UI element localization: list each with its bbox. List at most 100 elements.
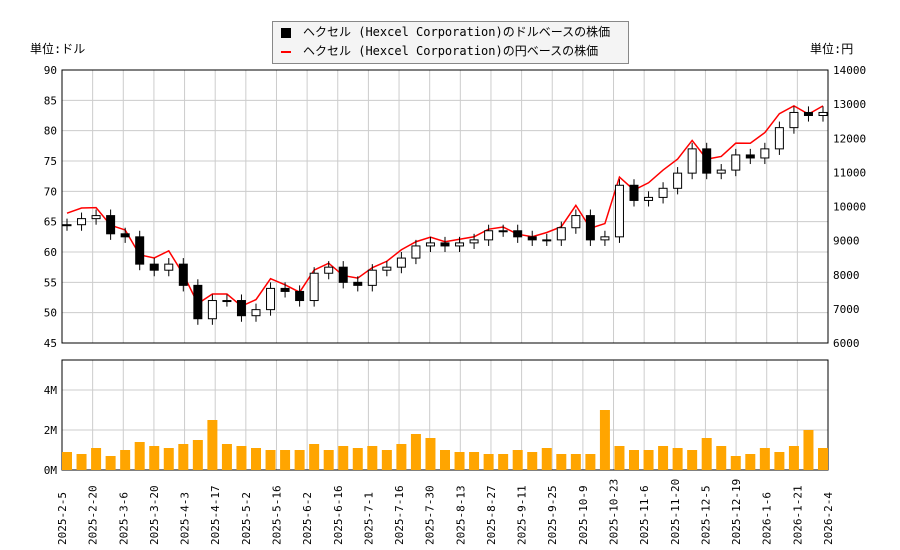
- volume-bar: [236, 446, 247, 470]
- volume-bar: [323, 450, 334, 470]
- candle-body: [760, 148, 770, 159]
- candle-body: [207, 300, 217, 320]
- candle-body: [455, 242, 465, 247]
- volume-bar: [629, 450, 639, 470]
- legend-usd: ヘクセル (Hexcel Corporation)のドルベースの株価: [273, 22, 628, 41]
- x-tick-label: 2025-7-1: [362, 492, 375, 545]
- y-tick-label-left: 80: [44, 125, 57, 138]
- x-tick-label: 2025-4-17: [209, 485, 222, 545]
- candle-body: [789, 111, 799, 129]
- volume-bar: [512, 450, 523, 470]
- candle-body: [469, 239, 479, 244]
- x-tick-label: 2025-7-16: [393, 485, 406, 545]
- candle-body: [513, 230, 523, 238]
- x-tick-label: 2025-3-20: [148, 485, 161, 545]
- volume-bar: [192, 440, 203, 470]
- volume-bar: [207, 420, 218, 470]
- volume-bar: [352, 448, 363, 470]
- candle-body: [164, 263, 174, 271]
- volume-bar: [541, 448, 552, 470]
- volume-bar: [818, 448, 828, 470]
- y-tick-label-left: 90: [44, 64, 57, 77]
- volume-bar: [120, 450, 131, 470]
- candle-body: [135, 236, 145, 265]
- volume-bar: [338, 446, 349, 470]
- x-tick-label: 2025-2-5: [56, 492, 69, 545]
- volume-bar: [701, 438, 712, 470]
- volume-bar: [280, 450, 291, 470]
- x-tick-label: 2025-6-16: [332, 485, 345, 545]
- legend-usd-label: ヘクセル (Hexcel Corporation)のドルベースの株価: [303, 25, 611, 39]
- candle-body: [309, 272, 319, 302]
- volume-tick-label: 2M: [44, 424, 58, 437]
- candle-body: [62, 224, 72, 227]
- red-line-icon: [281, 50, 291, 53]
- volume-bar: [774, 452, 785, 470]
- left-unit-label: 単位:ドル: [30, 42, 86, 56]
- volume-bar: [556, 454, 567, 470]
- volume-bar: [788, 446, 799, 470]
- y-tick-label-right: 12000: [833, 132, 866, 145]
- volume-bar: [498, 454, 509, 470]
- candle-body: [614, 184, 624, 238]
- candle-body: [731, 154, 741, 171]
- volume-bar: [367, 446, 378, 470]
- volume-bar: [396, 444, 407, 470]
- volume-bar: [149, 446, 160, 470]
- y-tick-label-right: 9000: [833, 235, 860, 248]
- candle-body: [120, 233, 130, 238]
- candle-body: [236, 300, 246, 317]
- volume-bar: [91, 448, 102, 470]
- candle-body: [629, 184, 639, 201]
- candle-body: [571, 215, 581, 229]
- candle-body: [178, 263, 188, 286]
- candle-body: [498, 230, 508, 233]
- y-tick-label-left: 75: [44, 155, 57, 168]
- candle-body: [527, 236, 537, 241]
- candle-body: [251, 309, 261, 317]
- volume-bar: [759, 448, 770, 470]
- x-tick-label: 2025-6-2: [301, 492, 314, 545]
- volume-bar: [585, 454, 596, 470]
- volume-bar: [672, 448, 683, 470]
- volume-bar: [658, 446, 669, 470]
- y-tick-label-right: 11000: [833, 166, 866, 179]
- volume-bar: [265, 450, 276, 470]
- volume-bar: [76, 454, 87, 470]
- candle-body: [774, 127, 784, 150]
- x-tick-label: 2025-3-6: [117, 492, 130, 545]
- x-tick-label: 2025-12-19: [730, 479, 743, 545]
- y-tick-label-left: 70: [44, 185, 57, 198]
- y-tick-label-left: 60: [44, 246, 57, 259]
- legend-jpy: ヘクセル (Hexcel Corporation)の円ベースの株価: [273, 41, 628, 60]
- candle-body: [266, 287, 276, 311]
- x-tick-label: 2025-2-20: [87, 485, 100, 545]
- x-tick-label: 2025-12-5: [699, 485, 712, 545]
- y-tick-label-right: 10000: [833, 201, 866, 214]
- candle-body: [542, 239, 552, 242]
- volume-bar: [381, 450, 392, 470]
- volume-bar: [454, 452, 465, 470]
- y-tick-label-left: 50: [44, 307, 57, 320]
- candle-body: [600, 236, 610, 241]
- volume-tick-label: 4M: [44, 384, 58, 397]
- x-tick-label: 2025-5-16: [270, 485, 283, 545]
- candle-body: [106, 215, 116, 235]
- volume-bar: [105, 456, 116, 470]
- volume-bar: [643, 450, 654, 470]
- candle-body: [411, 245, 421, 259]
- y-tick-label-right: 8000: [833, 269, 860, 282]
- candle-body: [585, 215, 595, 241]
- candle-body: [396, 257, 406, 268]
- x-tick-label: 2025-8-27: [485, 485, 498, 545]
- candle-body: [658, 187, 668, 198]
- candle-body: [338, 266, 348, 283]
- volume-bar: [440, 450, 450, 470]
- volume-bar: [599, 410, 610, 470]
- volume-bar: [570, 454, 581, 470]
- volume-bar: [410, 434, 421, 470]
- volume-bar: [62, 452, 72, 470]
- y-tick-label-right: 7000: [833, 303, 860, 316]
